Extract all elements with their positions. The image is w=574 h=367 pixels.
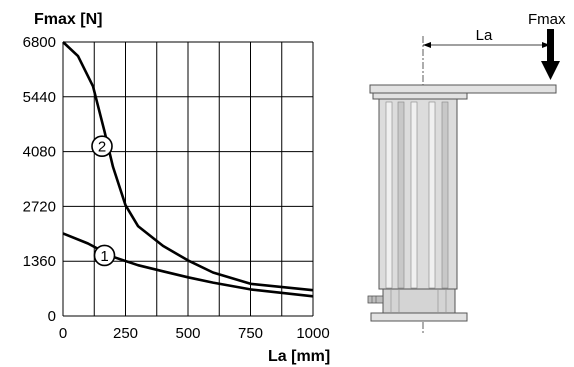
force-arrow-shaft — [547, 29, 554, 63]
force-label: Fmax — [528, 11, 566, 28]
y-tick-label: 2720 — [23, 198, 56, 215]
series-line-1 — [62, 232, 314, 298]
y-tick-label: 4080 — [23, 144, 56, 161]
curve-marker-2 — [91, 135, 113, 157]
x-tick-label: 0 — [59, 325, 67, 342]
y-tick-label: 1360 — [23, 253, 56, 270]
grid-lines — [62, 41, 314, 317]
x-tick-label: 1000 — [296, 325, 329, 342]
x-tick-label: 250 — [113, 325, 138, 342]
actuator-diagram: La Fmax — [367, 11, 566, 334]
curve-marker-label: 1 — [100, 248, 108, 265]
column-groove — [410, 101, 418, 289]
force-arrow-head — [541, 61, 560, 80]
column-groove — [441, 101, 449, 289]
curve-marker-1 — [93, 244, 116, 267]
y-tick-label: 5440 — [23, 89, 56, 106]
dimension-label: La — [476, 27, 493, 44]
series-lines — [62, 41, 314, 298]
x-tick-label: 750 — [238, 325, 263, 342]
y-tick-labels: 0 1360 2720 4080 5440 6800 — [23, 34, 56, 325]
series-line-2 — [62, 41, 314, 292]
top-plate — [372, 92, 468, 100]
column-groove — [385, 101, 393, 289]
base-block — [382, 288, 456, 314]
column-groove — [428, 101, 436, 289]
y-tick-label: 6800 — [23, 34, 56, 51]
x-tick-label: 500 — [175, 325, 200, 342]
curve-markers: 21 — [91, 135, 116, 267]
column-groove — [397, 101, 405, 289]
bottom-plate — [370, 312, 468, 322]
y-tick-label: 0 — [48, 308, 56, 325]
x-axis-label: La [mm] — [268, 348, 330, 365]
load-arm — [369, 84, 557, 94]
side-connector — [367, 295, 384, 304]
dimension-arrow-right — [542, 42, 550, 48]
x-tick-labels: 0 250 500 750 1000 — [59, 325, 330, 342]
curve-marker-label: 2 — [98, 139, 106, 156]
y-axis-label: Fmax [N] — [34, 11, 102, 28]
dimension-arrow-left — [423, 42, 431, 48]
